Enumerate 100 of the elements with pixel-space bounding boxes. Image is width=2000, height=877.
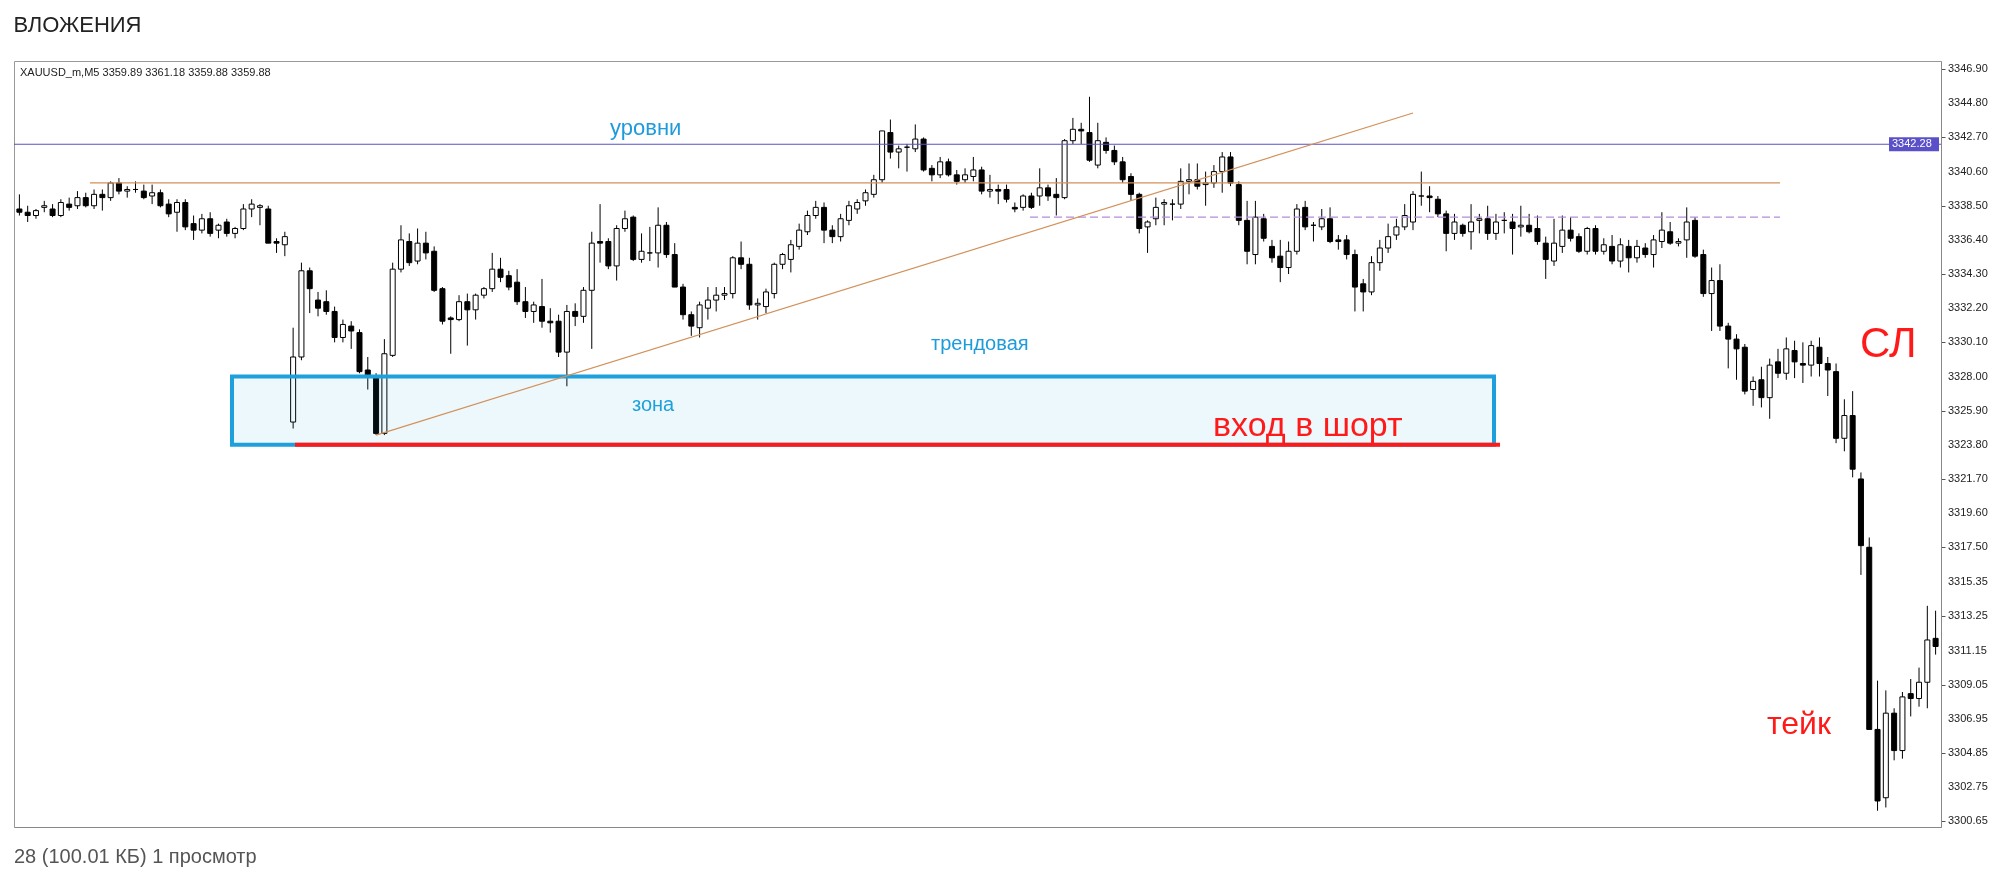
annotation: трендовая — [931, 332, 1029, 354]
candlestick — [621, 210, 628, 233]
text: 28 (100.01 КБ) 1 просмотр — [14, 845, 257, 867]
candlestick — [339, 319, 346, 343]
candlestick — [1078, 122, 1085, 145]
candlestick — [713, 286, 720, 312]
y-tick-label: 3325.90 — [1948, 403, 1988, 416]
candlestick — [505, 270, 512, 291]
y-tick-label: 3323.80 — [1948, 437, 1988, 450]
y-tick-label: 3336.40 — [1948, 232, 1988, 245]
candlestick — [539, 278, 545, 329]
candlestick — [174, 198, 180, 233]
candlestick — [1592, 224, 1599, 256]
chart-subtitle: XAUUSD_m,M5 3359.89 3361.18 3359.88 3359.88 — [20, 66, 271, 78]
candlestick — [796, 223, 803, 251]
candlestick — [489, 252, 496, 293]
candlestick — [1186, 162, 1193, 195]
candlestick — [1285, 241, 1292, 275]
y-tick-label: 3302.75 — [1948, 780, 1988, 793]
candlestick — [646, 226, 653, 262]
candlestick — [1916, 667, 1923, 708]
candlestick — [1517, 205, 1524, 238]
candlestick — [1509, 213, 1516, 256]
candlestick — [1426, 185, 1433, 213]
candlestick — [1277, 239, 1284, 283]
candlestick — [256, 203, 263, 226]
candlestick — [1584, 226, 1591, 256]
candlestick — [804, 210, 811, 236]
candlestick — [1484, 205, 1491, 241]
candlestick — [638, 232, 645, 264]
candlestick — [1376, 239, 1383, 272]
candlestick — [306, 267, 313, 314]
candlestick — [149, 184, 156, 205]
candlestick — [422, 231, 429, 260]
candlestick — [1144, 219, 1151, 254]
candlestick — [688, 310, 695, 337]
candlestick — [1667, 221, 1674, 246]
candlestick — [1708, 267, 1715, 332]
y-tick-label: 3321.70 — [1948, 471, 1988, 484]
y-tick-label: 3309.05 — [1948, 677, 1988, 690]
candlestick — [1542, 236, 1549, 280]
candlestick — [1824, 356, 1831, 397]
candlestick — [1750, 376, 1757, 407]
candlestick — [1725, 322, 1732, 369]
candlestick — [1219, 151, 1226, 194]
candlestick — [572, 302, 579, 327]
candlestick — [912, 123, 919, 153]
candlestick — [1534, 215, 1541, 246]
annotation: СЛ — [1860, 319, 1917, 366]
y-tick-label: 3338.50 — [1948, 198, 1988, 211]
candlestick — [1318, 208, 1325, 231]
candlestick — [1799, 341, 1806, 384]
y-tick-label: 3313.25 — [1948, 609, 1988, 622]
candlestick — [16, 193, 23, 216]
y-tick-label: 3317.50 — [1948, 540, 1988, 553]
annotation: тейк — [1767, 705, 1832, 741]
candlestick — [1169, 198, 1176, 221]
candlestick — [406, 232, 413, 267]
candlestick — [1468, 203, 1475, 251]
annotation: уровни — [610, 115, 682, 140]
candlestick — [1816, 336, 1823, 378]
candlestick — [414, 228, 421, 265]
candlestick — [1633, 239, 1640, 264]
candlestick — [99, 188, 106, 212]
candlestick — [364, 356, 371, 391]
chart-title: ВЛОЖЕНИЯ — [13, 12, 142, 37]
candlestick — [1733, 333, 1740, 381]
candlestick — [1808, 340, 1815, 378]
y-tick-label: 3342.70 — [1948, 130, 1988, 143]
candlestick — [845, 200, 852, 226]
candlestick — [754, 297, 761, 321]
candlestick — [928, 164, 935, 182]
candlestick — [447, 315, 454, 355]
candlestick — [986, 174, 993, 199]
candlestick — [315, 291, 322, 317]
candlestick — [1575, 232, 1582, 254]
y-tick-label: 3340.60 — [1948, 164, 1988, 177]
candlestick — [1625, 239, 1632, 273]
candlestick — [1268, 239, 1275, 264]
candlestick — [1476, 213, 1483, 234]
band-label: зона — [632, 392, 676, 415]
candlestick — [1119, 156, 1126, 184]
candlestick — [1526, 213, 1533, 234]
candlestick — [738, 241, 745, 270]
candlestick — [1343, 234, 1350, 260]
candlestick — [323, 289, 330, 316]
candlestick — [456, 294, 463, 322]
candlestick — [1658, 211, 1665, 249]
candlestick — [522, 286, 529, 319]
candlestick — [348, 320, 355, 350]
candlestick — [1775, 348, 1781, 379]
y-tick-label: 3334.30 — [1948, 267, 1988, 280]
candlestick — [1907, 678, 1914, 717]
candlestick — [1551, 218, 1558, 267]
candlestick — [240, 203, 247, 231]
candlestick — [887, 119, 894, 160]
candlestick — [1260, 213, 1267, 243]
candlestick — [1650, 234, 1657, 269]
candlestick — [1385, 223, 1392, 254]
ref-line-label: вход в шорт — [1213, 404, 1403, 443]
